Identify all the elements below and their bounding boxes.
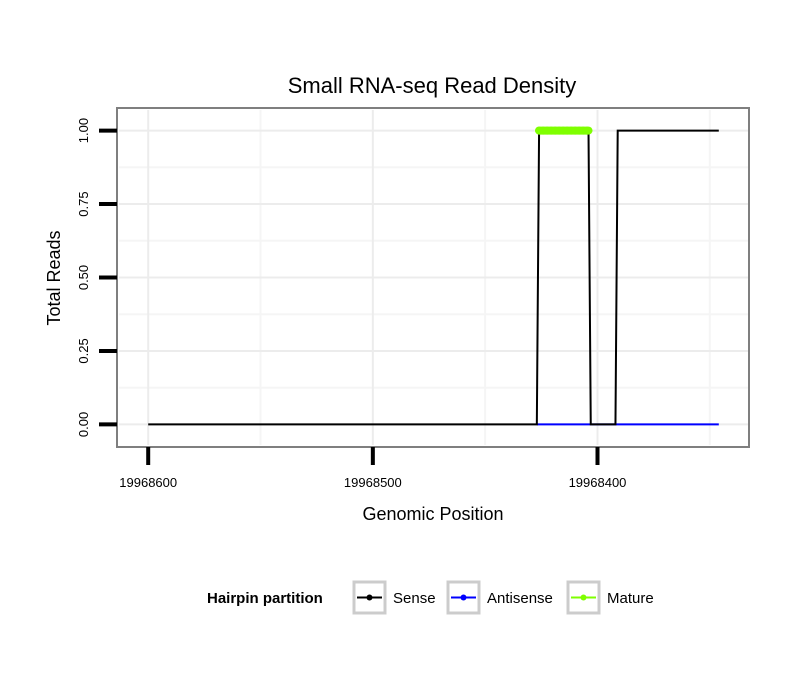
mature-point-12 [583, 126, 592, 135]
y-tick-label-1: 0.25 [76, 338, 91, 363]
x-axis: 19968600 19968500 19968400 [119, 447, 626, 490]
x-tick-label-0: 19968600 [119, 475, 177, 490]
y-tick-label-2: 0.50 [76, 265, 91, 290]
legend-title: Hairpin partition [207, 590, 323, 607]
y-tick-label-0: 0.00 [76, 412, 91, 437]
legend-key-point-antisense [460, 594, 467, 601]
x-tick-label-2: 19968400 [569, 475, 627, 490]
y-axis: 0.00 0.25 0.50 0.75 1.00 [76, 118, 117, 437]
legend-label-sense: Sense [393, 590, 436, 607]
y-tick-label-4: 1.00 [76, 118, 91, 143]
legend-item-antisense: Antisense [446, 580, 553, 615]
legend-key-point-mature [580, 594, 587, 601]
legend-label-antisense: Antisense [487, 590, 553, 607]
x-tick-label-1: 19968500 [344, 475, 402, 490]
x-axis-title: Genomic Position [362, 504, 503, 524]
y-axis-title: Total Reads [44, 230, 64, 325]
legend-key-point-sense [366, 594, 373, 601]
chart-title: Small RNA-seq Read Density [288, 73, 577, 98]
y-tick-label-3: 0.75 [76, 191, 91, 216]
legend-item-sense: Sense [352, 580, 436, 615]
legend-label-mature: Mature [607, 590, 654, 607]
series-line-sense [148, 129, 719, 426]
series-layer [148, 126, 719, 426]
legend-item-mature: Mature [566, 580, 654, 615]
legend: Hairpin partition Sense Antisense Mature [207, 580, 654, 615]
grid [119, 110, 748, 445]
